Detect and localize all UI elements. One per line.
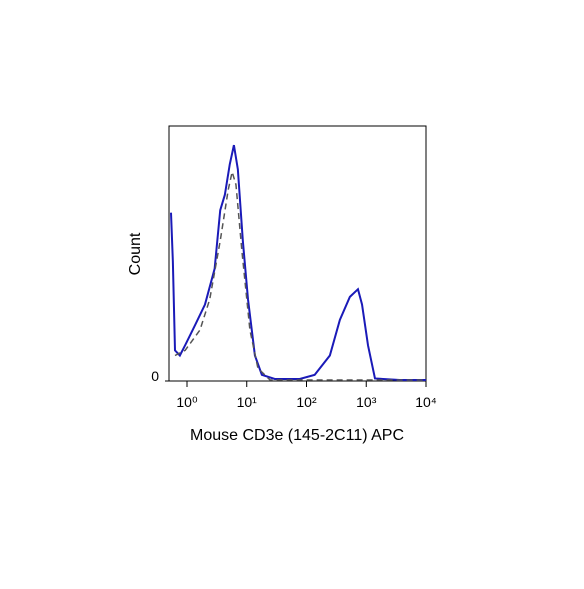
y-axis-label: Count: [127, 232, 144, 275]
y-tick-label: 0: [151, 368, 159, 384]
histogram-line: [169, 144, 426, 381]
x-tick-label: 10⁴: [415, 394, 437, 410]
x-tick-label: 10⁰: [176, 394, 198, 410]
x-tick-label: 10²: [296, 394, 317, 410]
x-axis-label: Mouse CD3e (145-2C11) APC: [190, 427, 404, 444]
histogram-line: [174, 168, 426, 381]
x-tick-label: 10¹: [237, 394, 258, 410]
plot-frame: [168, 125, 427, 382]
x-tick-label: 10³: [356, 394, 377, 410]
